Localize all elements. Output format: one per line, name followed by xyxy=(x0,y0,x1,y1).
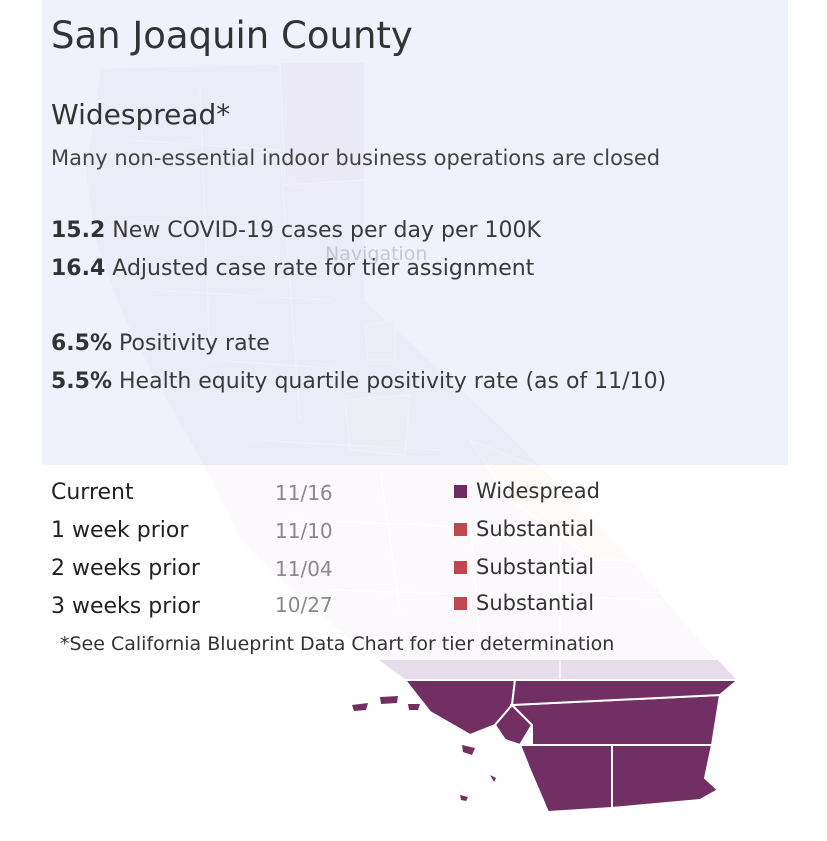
stat-health-equity-positivity: 5.5% Health equity quartile positivity r… xyxy=(51,369,666,394)
stat-label: New COVID-19 cases per day per 100K xyxy=(112,218,541,243)
stat-new-cases: 15.2 New COVID-19 cases per day per 100K xyxy=(51,218,541,243)
stat-label: Positivity rate xyxy=(119,331,270,356)
stat-label: Adjusted case rate for tier assignment xyxy=(112,256,535,281)
history-label-current: Current xyxy=(51,480,134,505)
substantial-swatch xyxy=(454,561,467,574)
stat-label: Health equity quartile positivity rate (… xyxy=(119,369,667,394)
southern-county-san-bernardino xyxy=(510,679,741,707)
widespread-swatch xyxy=(454,485,467,498)
channel-islands xyxy=(352,696,496,801)
tier-description: Many non-essential indoor business opera… xyxy=(51,146,661,170)
southern-county-orange xyxy=(493,703,534,747)
footnote: *See California Blueprint Data Chart for… xyxy=(60,633,615,655)
county-title: San Joaquin County xyxy=(51,14,413,57)
stat-value: 15.2 xyxy=(51,218,106,243)
stat-adjusted-case-rate: 16.4 Adjusted case rate for tier assignm… xyxy=(51,256,534,281)
history-tier-1-week: Substantial xyxy=(476,517,595,541)
history-label-2-weeks: 2 weeks prior xyxy=(51,556,200,581)
tier-name: Widespread* xyxy=(51,98,231,131)
map-navigation-watermark: Navigation xyxy=(325,243,428,265)
info-panel xyxy=(42,0,788,465)
history-tier-3-weeks: Substantial xyxy=(476,591,595,615)
southern-county-imperial xyxy=(611,744,720,810)
stat-value: 6.5% xyxy=(51,331,113,356)
stat-value: 16.4 xyxy=(51,256,106,281)
history-panel xyxy=(42,465,788,660)
stat-value: 5.5% xyxy=(51,369,113,394)
substantial-swatch xyxy=(454,597,467,610)
history-tier-current: Widespread xyxy=(476,479,600,503)
southern-county-san-diego xyxy=(518,744,613,814)
history-date-2-weeks: 11/04 xyxy=(275,557,333,581)
stat-positivity-rate: 6.5% Positivity rate xyxy=(51,331,270,356)
history-date-3-weeks: 10/27 xyxy=(275,593,333,617)
history-tier-2-weeks: Substantial xyxy=(476,555,595,579)
history-label-3-weeks: 3 weeks prior xyxy=(51,594,200,619)
substantial-swatch xyxy=(454,523,467,536)
history-label-1-week: 1 week prior xyxy=(51,518,189,543)
history-date-current: 11/16 xyxy=(275,481,333,505)
history-date-1-week: 11/10 xyxy=(275,519,333,543)
